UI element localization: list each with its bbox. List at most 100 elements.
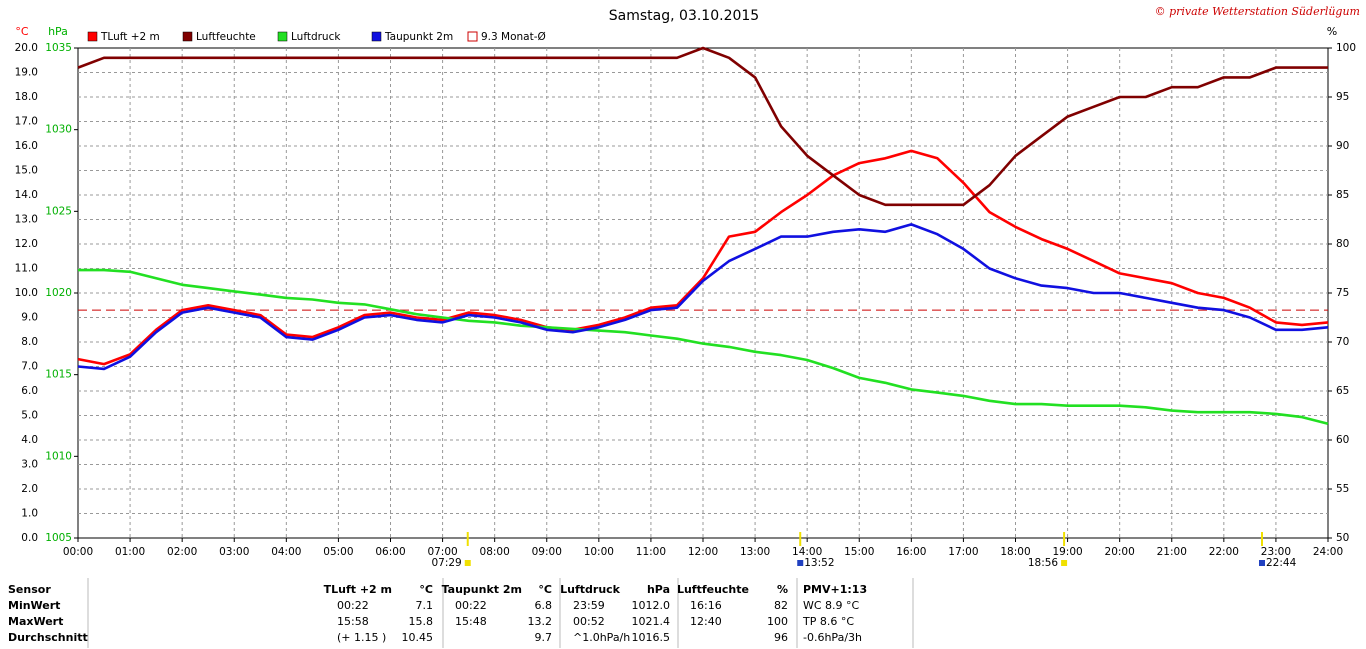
series-line — [78, 268, 1329, 425]
y3-axis-unit: % — [1327, 25, 1337, 38]
y3-tick-label: 90 — [1336, 140, 1349, 152]
y-tick-label: 12.0 — [15, 238, 38, 250]
x-tick-label: 08:00 — [480, 546, 510, 558]
x-tick-label: 23:00 — [1261, 546, 1291, 558]
table-cell: 9.7 — [535, 631, 553, 644]
table-cell: 6.8 — [535, 599, 553, 612]
y-tick-label: 15.0 — [15, 165, 38, 177]
y2-tick-label: 1005 — [45, 532, 72, 544]
sun-label: 22:44 — [1266, 557, 1297, 569]
y-tick-label: 3.0 — [21, 459, 38, 471]
y-tick-label: 11.0 — [15, 263, 38, 275]
legend-swatch — [371, 31, 382, 42]
y3-tick-label: 70 — [1336, 336, 1349, 348]
y-tick-label: 19.0 — [15, 67, 38, 79]
x-tick-label: 21:00 — [1157, 546, 1187, 558]
y2-tick-label: 1020 — [45, 287, 72, 299]
table-row-label: Durchschnitt — [8, 631, 88, 644]
y-tick-label: 16.0 — [15, 140, 38, 152]
table-row-label: MaxWert — [8, 615, 63, 628]
x-tick-label: 02:00 — [167, 546, 197, 558]
x-tick-label: 22:00 — [1209, 546, 1239, 558]
table-header: TLuft +2 m — [324, 583, 392, 596]
sun-icon — [1259, 560, 1266, 566]
series-line — [77, 149, 1329, 366]
sun-label: 18:56 — [1028, 557, 1059, 569]
table-cell: 7.1 — [416, 599, 434, 612]
y-tick-label: 6.0 — [21, 385, 38, 397]
y2-axis-unit: hPa — [48, 25, 68, 38]
y-axis-unit: °C — [15, 25, 29, 38]
x-tick-label: 17:00 — [948, 546, 978, 558]
legend-swatch — [467, 31, 478, 42]
table-cell: 12:40 — [690, 615, 722, 628]
table-cell: 82 — [774, 599, 788, 612]
x-tick-label: 04:00 — [271, 546, 301, 558]
legend-label: 9.3 Monat-Ø — [481, 31, 546, 43]
y3-tick-label: 75 — [1336, 287, 1349, 299]
table-header: Luftdruck — [560, 583, 621, 596]
legend-label: Luftfeuchte — [196, 31, 256, 43]
legend-label: Luftdruck — [291, 31, 341, 43]
x-tick-label: 03:00 — [219, 546, 249, 558]
legend-swatch — [277, 31, 288, 42]
y-tick-label: 18.0 — [15, 91, 38, 103]
table-cell: 15:58 — [337, 615, 369, 628]
sun-icon — [464, 560, 471, 566]
legend-label: Taupunkt 2m — [384, 31, 453, 43]
y3-tick-label: 80 — [1336, 238, 1349, 250]
table-cell: WC 8.9 °C — [803, 599, 860, 612]
legend-label: TLuft +2 m — [100, 31, 160, 43]
y-tick-label: 8.0 — [21, 336, 38, 348]
y-tick-label: 2.0 — [21, 483, 38, 495]
x-tick-label: 01:00 — [115, 546, 145, 558]
y3-tick-label: 85 — [1336, 189, 1349, 201]
table-cell: 100 — [767, 615, 788, 628]
y-tick-label: 17.0 — [15, 116, 38, 128]
x-tick-label: 16:00 — [896, 546, 926, 558]
y3-tick-label: 60 — [1336, 434, 1349, 446]
x-tick-label: 13:00 — [740, 546, 770, 558]
table-header: PMV+1:13 — [803, 583, 867, 596]
x-tick-label: 19:00 — [1052, 546, 1082, 558]
sun-label: 13:52 — [804, 557, 834, 569]
y3-tick-label: 95 — [1336, 91, 1349, 103]
y2-tick-label: 1010 — [45, 450, 72, 462]
chart-title: Samstag, 03.10.2015 — [609, 8, 759, 24]
y2-tick-label: 1035 — [45, 42, 72, 54]
y-tick-label: 14.0 — [15, 189, 38, 201]
y3-tick-label: 55 — [1336, 483, 1349, 495]
y3-tick-label: 100 — [1336, 42, 1356, 54]
x-tick-label: 09:00 — [532, 546, 562, 558]
table-header: hPa — [647, 583, 670, 596]
table-row-label: MinWert — [8, 599, 60, 612]
table-cell: 1021.4 — [632, 615, 671, 628]
sun-label: 07:29 — [431, 557, 461, 569]
table-cell: -0.6hPa/3h — [803, 631, 862, 644]
y-tick-label: 4.0 — [21, 434, 38, 446]
y2-tick-label: 1030 — [45, 124, 72, 136]
legend-swatch — [87, 31, 98, 42]
table-cell: ^1.0hPa/h — [573, 631, 630, 644]
x-tick-label: 20:00 — [1105, 546, 1135, 558]
y-tick-label: 9.0 — [21, 312, 38, 324]
y-tick-label: 5.0 — [21, 410, 38, 422]
y-tick-label: 7.0 — [21, 361, 38, 373]
x-tick-label: 06:00 — [375, 546, 405, 558]
x-tick-label: 14:00 — [792, 546, 822, 558]
table-cell: 16:16 — [690, 599, 722, 612]
x-tick-label: 00:00 — [63, 546, 93, 558]
table-cell: 13.2 — [528, 615, 553, 628]
table-cell: 15.8 — [409, 615, 434, 628]
table-header: Luftfeuchte — [677, 583, 749, 596]
table-header: Taupunkt 2m — [442, 583, 522, 596]
y-tick-label: 1.0 — [21, 508, 38, 520]
table-cell: (+ 1.15 ) — [337, 631, 386, 644]
y-tick-label: 13.0 — [15, 214, 38, 226]
table-cell: 96 — [774, 631, 788, 644]
table-cell: 00:22 — [455, 599, 487, 612]
y-tick-label: 0.0 — [21, 532, 38, 544]
table-cell: 23:59 — [573, 599, 605, 612]
